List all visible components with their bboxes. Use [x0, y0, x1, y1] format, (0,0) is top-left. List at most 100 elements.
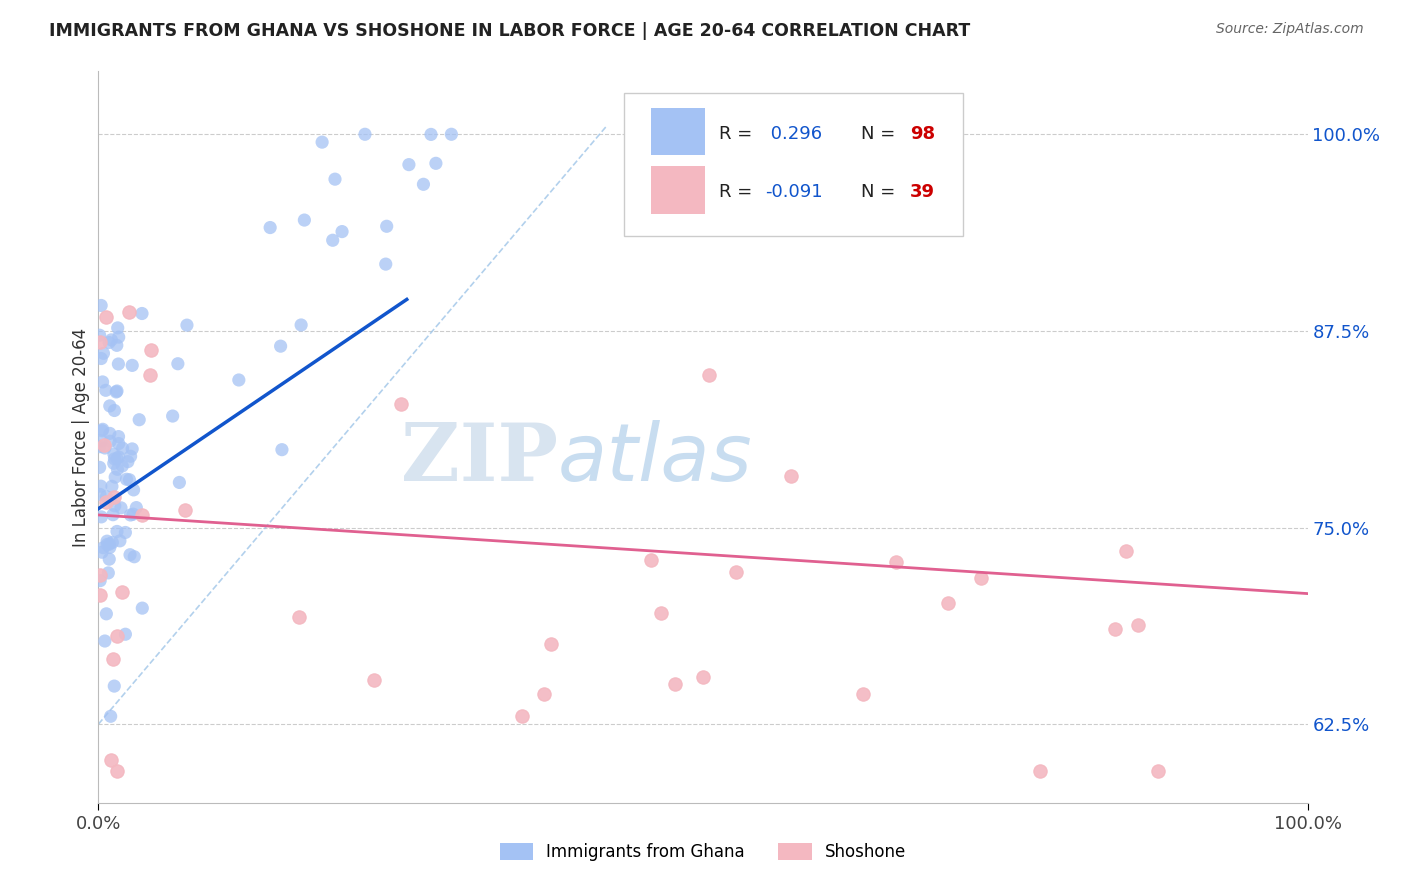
Point [90, 509, 112, 524]
Point [533, 687, 555, 701]
Point [886, 555, 908, 569]
Point [724, 565, 747, 579]
Point [105, 629, 128, 643]
Point [98, 541, 121, 555]
Point [354, 128, 377, 142]
Point [103, 679, 125, 693]
Point [288, 609, 311, 624]
Point [103, 447, 125, 461]
Point [96, 534, 118, 549]
Point [540, 636, 562, 650]
Point [104, 470, 127, 484]
Point [110, 500, 132, 515]
Text: 98: 98 [910, 125, 935, 143]
Point [100, 753, 122, 767]
Point [97, 566, 120, 580]
Point [174, 502, 197, 516]
Point [128, 413, 150, 427]
Point [101, 479, 124, 493]
Point [270, 339, 292, 353]
Point [131, 601, 153, 615]
Point [111, 584, 134, 599]
Point [105, 384, 128, 399]
Point [852, 687, 875, 701]
Point [640, 553, 662, 567]
Point [852, 687, 875, 701]
Point [779, 468, 801, 483]
Point [292, 213, 315, 227]
Text: N =: N = [862, 125, 901, 143]
Text: IMMIGRANTS FROM GHANA VS SHOSHONE IN LABOR FORCE | AGE 20-64 CORRELATION CHART: IMMIGRANTS FROM GHANA VS SHOSHONE IN LAB… [49, 22, 970, 40]
Point [420, 128, 443, 142]
Point [90, 479, 112, 493]
Text: 0.296: 0.296 [765, 125, 821, 143]
Point [169, 475, 191, 490]
Point [96, 607, 118, 621]
Point [692, 670, 714, 684]
Text: atlas: atlas [558, 420, 752, 498]
Y-axis label: In Labor Force | Age 20-64: In Labor Force | Age 20-64 [72, 327, 90, 547]
Point [1115, 544, 1137, 558]
Point [107, 357, 129, 371]
Legend: Immigrants from Ghana, Shoshone: Immigrants from Ghana, Shoshone [494, 836, 912, 868]
Point [111, 442, 134, 456]
Point [533, 687, 555, 701]
Point [936, 596, 959, 610]
Point [1128, 618, 1150, 632]
Point [117, 455, 139, 469]
Point [540, 636, 562, 650]
Point [363, 673, 385, 688]
Point [103, 490, 125, 504]
Point [101, 651, 124, 665]
Point [89, 440, 111, 454]
Point [98, 399, 121, 413]
Point [271, 442, 294, 457]
Point [91, 541, 114, 555]
Point [125, 500, 148, 515]
FancyBboxPatch shape [651, 167, 706, 214]
Point [970, 571, 993, 585]
Point [118, 304, 141, 318]
Point [107, 462, 129, 476]
Point [100, 753, 122, 767]
Point [118, 304, 141, 318]
Point [118, 473, 141, 487]
Point [103, 451, 125, 466]
Point [936, 596, 959, 610]
Point [398, 158, 420, 172]
Point [330, 225, 353, 239]
Point [96, 310, 118, 324]
Point [105, 524, 128, 539]
Point [91, 545, 114, 559]
Point [101, 651, 124, 665]
Point [1147, 764, 1170, 779]
Point [96, 310, 118, 324]
Point [650, 606, 672, 620]
Point [650, 606, 672, 620]
Point [121, 442, 143, 456]
Point [322, 233, 344, 247]
Point [90, 434, 112, 448]
Point [389, 397, 412, 411]
Point [1104, 623, 1126, 637]
Point [122, 549, 145, 564]
Point [114, 525, 136, 540]
Point [108, 533, 131, 548]
Point [121, 359, 143, 373]
Point [290, 318, 312, 332]
Point [699, 368, 721, 383]
Point [131, 306, 153, 320]
Text: R =: R = [718, 125, 758, 143]
Point [100, 709, 122, 723]
Point [174, 502, 197, 516]
Point [138, 368, 160, 383]
Point [111, 458, 134, 473]
Point [724, 565, 747, 579]
Text: Source: ZipAtlas.com: Source: ZipAtlas.com [1216, 22, 1364, 37]
Point [89, 460, 111, 475]
Point [105, 384, 128, 398]
Text: ZIP: ZIP [401, 420, 558, 498]
Point [141, 343, 163, 358]
Point [105, 338, 128, 352]
Point [118, 548, 141, 562]
